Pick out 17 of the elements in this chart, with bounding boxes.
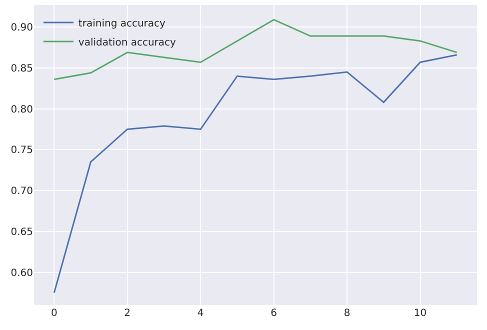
- line-series: [53, 18, 458, 80]
- x-tick-label: 4: [197, 308, 204, 319]
- x-tick-label: 8: [344, 308, 350, 319]
- legend-label: training accuracy: [78, 18, 166, 30]
- y-tick-label: 0.90: [10, 22, 33, 34]
- x-tick-label: 2: [124, 308, 131, 319]
- x-tick-label: 10: [414, 308, 427, 319]
- x-tick-label: 0: [50, 308, 58, 319]
- x-tick-label: 6: [270, 308, 277, 319]
- legend-label: validation accuracy: [78, 37, 176, 48]
- y-tick-label: 0.60: [10, 268, 33, 279]
- y-tick-label: 0.65: [10, 226, 33, 238]
- y-tick-label: 0.85: [10, 63, 33, 74]
- y-tick-label: 0.70: [10, 186, 33, 198]
- y-tick-label: 0.80: [10, 104, 33, 116]
- y-tick-label: 0.75: [10, 145, 33, 156]
- line-series: [53, 54, 458, 294]
